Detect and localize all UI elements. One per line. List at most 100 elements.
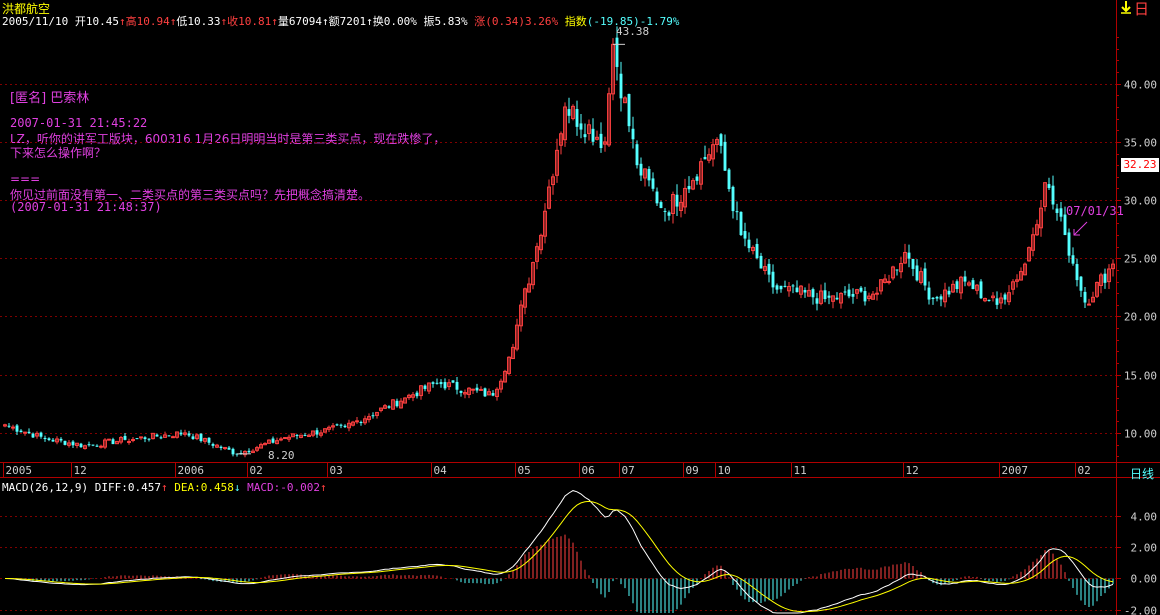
candle-up — [903, 251, 907, 264]
candle-up — [871, 293, 875, 300]
y-tick-label: 10.00 — [1124, 428, 1157, 441]
candle-up — [267, 439, 271, 444]
candle-up — [3, 424, 7, 427]
candle-up — [691, 180, 695, 190]
macd-value: -0.002 — [280, 481, 320, 494]
candle-down — [1071, 255, 1075, 264]
x-tick-label: 12 — [74, 464, 87, 477]
candle-up — [119, 436, 123, 443]
candle-down — [659, 202, 663, 208]
candle-down — [135, 438, 139, 440]
candle-down — [795, 287, 799, 293]
candle-up — [391, 399, 395, 410]
candle-down — [27, 431, 31, 434]
candle-down — [823, 290, 827, 300]
candle-down — [791, 285, 795, 287]
candle-down — [1079, 276, 1083, 291]
candle-down — [923, 268, 927, 286]
y-tick-label: 30.00 — [1124, 195, 1157, 208]
candle-up — [855, 289, 859, 294]
period-label[interactable]: 日线 — [1130, 467, 1155, 481]
info-high-label: 高 — [125, 15, 137, 28]
candle-down — [663, 210, 667, 212]
info-amplitude: 5.83% — [434, 15, 468, 28]
down-arrow-icon[interactable] — [1119, 0, 1133, 14]
info-high-arrow-icon: ↑ — [169, 15, 177, 28]
candle-up — [919, 271, 923, 283]
candle-down — [995, 298, 999, 305]
info-turnover-label: 换 — [372, 15, 384, 28]
info-close-arrow-icon: ↑ — [271, 15, 278, 28]
candle-down — [719, 134, 723, 146]
date-annotation: 07/01/31 — [1066, 204, 1124, 218]
candle-down — [343, 425, 347, 428]
candle-down — [963, 276, 967, 282]
candle-down — [1059, 208, 1063, 217]
candle-up — [967, 282, 971, 286]
candle-up — [559, 133, 563, 146]
candle-down — [827, 295, 831, 298]
candle-up — [411, 394, 415, 398]
candle-down — [591, 128, 595, 142]
candle-down — [387, 406, 391, 408]
candle-up — [975, 284, 979, 291]
x-tick-label: 2005 — [6, 464, 33, 477]
candle-down — [695, 176, 699, 181]
candle-down — [423, 385, 427, 389]
candle-up — [463, 392, 467, 395]
candle-up — [1027, 247, 1031, 262]
candle-up — [711, 144, 715, 160]
candle-up — [899, 263, 903, 273]
candle-down — [395, 400, 399, 407]
info-low-arrow-icon: ↑ — [220, 15, 228, 28]
candle-up — [323, 428, 327, 433]
candle-up — [1035, 224, 1039, 236]
info-change: (0.34)3.26% — [485, 15, 559, 28]
candle-up — [131, 438, 135, 441]
y-tick-label: 25.00 — [1124, 253, 1157, 266]
candle-down — [123, 435, 127, 440]
candle-up — [603, 141, 607, 145]
candle-up — [643, 168, 647, 179]
candle-up — [943, 289, 947, 303]
x-tick-label: 07 — [622, 464, 635, 477]
candle-up — [523, 288, 527, 308]
max-price-label: 43.38 — [616, 25, 650, 38]
macd-y-tick-label: -2.00 — [1124, 605, 1157, 615]
x-tick-label: 2007 — [1002, 464, 1029, 477]
candle-down — [1067, 232, 1071, 256]
candle-down — [987, 299, 991, 301]
candle-up — [139, 436, 143, 439]
candle-down — [971, 280, 975, 290]
period-switch-button[interactable]: 日 — [1134, 0, 1150, 18]
y-tick-label: 15.00 — [1124, 370, 1157, 383]
x-tick-label: 05 — [518, 464, 531, 477]
comment-line2: 下来怎么操作啊？ — [10, 146, 107, 160]
candle-down — [1047, 184, 1051, 188]
candle-up — [215, 444, 219, 448]
candle-up — [75, 442, 79, 446]
candle-up — [1007, 292, 1011, 303]
candle-up — [699, 161, 703, 185]
candle-up — [331, 425, 335, 428]
candle-down — [31, 433, 35, 438]
candle-down — [1083, 291, 1087, 303]
candle-down — [71, 441, 75, 446]
candle-up — [547, 186, 551, 209]
candle-up — [1011, 281, 1015, 290]
x-tick-label: 09 — [686, 464, 699, 477]
candle-up — [683, 187, 687, 208]
candle-up — [507, 356, 511, 374]
info-open-arrow-icon: ↑ — [118, 15, 126, 28]
candle-up — [991, 295, 995, 299]
candle-down — [1103, 273, 1107, 283]
reply-time: (2007-01-31 21:48:37) — [10, 200, 162, 214]
info-change-label: 涨 — [474, 15, 486, 28]
candle-up — [311, 430, 315, 436]
macd-y-tick-label: 4.00 — [1131, 511, 1158, 524]
candle-up — [195, 434, 199, 440]
candle-up — [679, 201, 683, 212]
candle-up — [983, 297, 987, 302]
candle-up — [1023, 263, 1027, 276]
candle-down — [843, 291, 847, 293]
